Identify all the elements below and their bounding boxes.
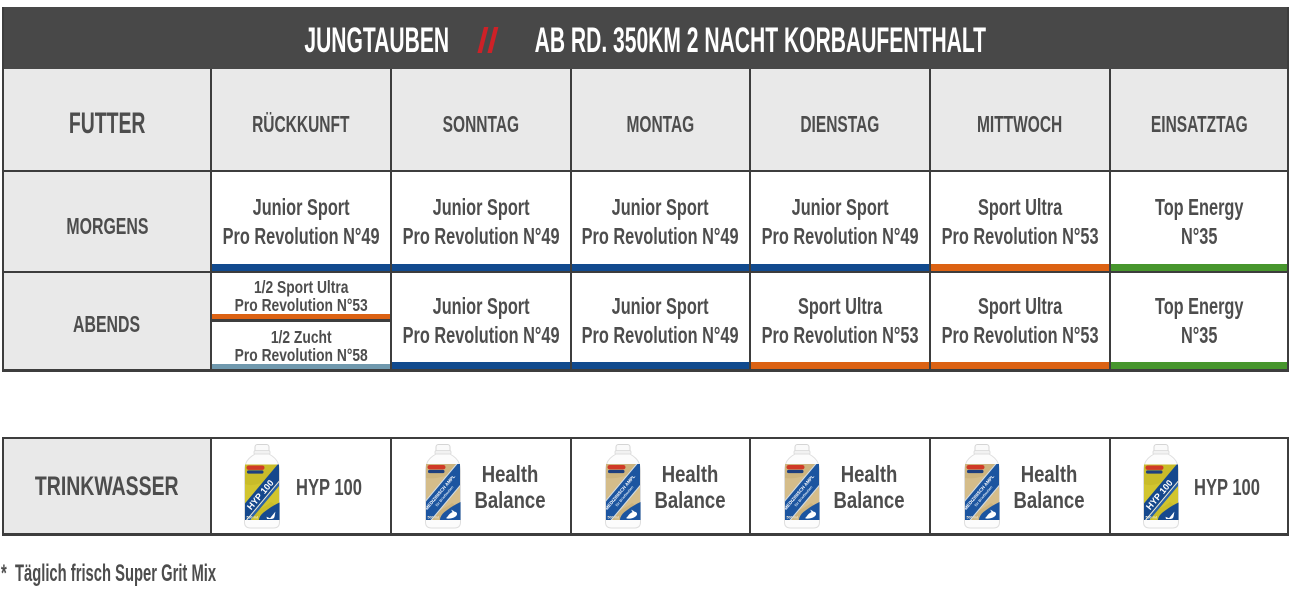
svg-text:500 ml: 500 ml — [787, 516, 798, 520]
svg-text:500 ml: 500 ml — [1146, 516, 1157, 520]
svg-text:500 ml: 500 ml — [608, 516, 619, 520]
svg-text:500 ml: 500 ml — [967, 516, 978, 520]
svg-text:500 ml: 500 ml — [428, 516, 439, 520]
svg-text:500 ml: 500 ml — [247, 516, 258, 520]
